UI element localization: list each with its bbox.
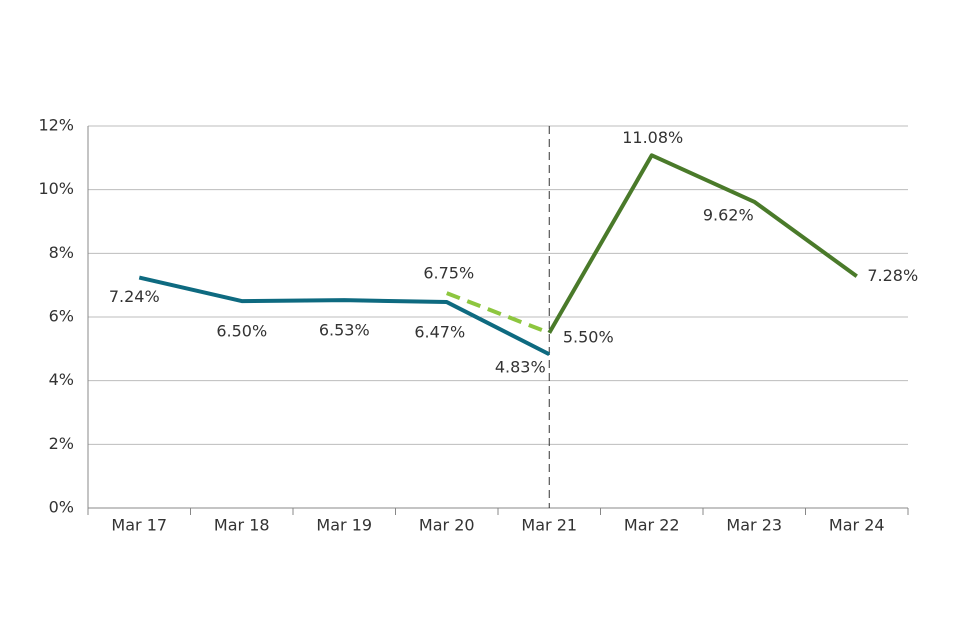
data-label: 4.83% xyxy=(495,358,546,377)
x-tick-label: Mar 23 xyxy=(726,516,782,535)
x-tick-label: Mar 18 xyxy=(214,516,270,535)
x-tick-label: Mar 24 xyxy=(829,516,885,535)
data-label: 6.50% xyxy=(216,322,267,341)
y-tick-label: 8% xyxy=(49,243,74,262)
data-label: 6.75% xyxy=(423,264,474,283)
line-series xyxy=(547,153,858,334)
data-label: 7.28% xyxy=(867,266,918,285)
data-label: 11.08% xyxy=(622,128,683,147)
y-tick-label: 6% xyxy=(49,307,74,326)
line-series xyxy=(138,275,551,357)
data-label: 5.50% xyxy=(563,327,614,346)
data-label: 7.24% xyxy=(109,287,160,306)
line-series xyxy=(446,291,550,335)
y-tick-label: 10% xyxy=(38,179,74,198)
y-tick-label: 0% xyxy=(49,498,74,517)
x-tick-label: Mar 20 xyxy=(419,516,475,535)
y-tick-label: 2% xyxy=(49,434,74,453)
y-tick-label: 12% xyxy=(38,116,74,135)
data-label: 6.53% xyxy=(319,321,370,340)
data-label: 9.62% xyxy=(703,205,754,224)
data-label: 6.47% xyxy=(414,323,465,342)
x-tick-label: Mar 22 xyxy=(624,516,680,535)
x-tick-label: Mar 19 xyxy=(316,516,372,535)
x-tick-label: Mar 21 xyxy=(521,516,577,535)
y-tick-label: 4% xyxy=(49,370,74,389)
x-tick-label: Mar 17 xyxy=(111,516,167,535)
